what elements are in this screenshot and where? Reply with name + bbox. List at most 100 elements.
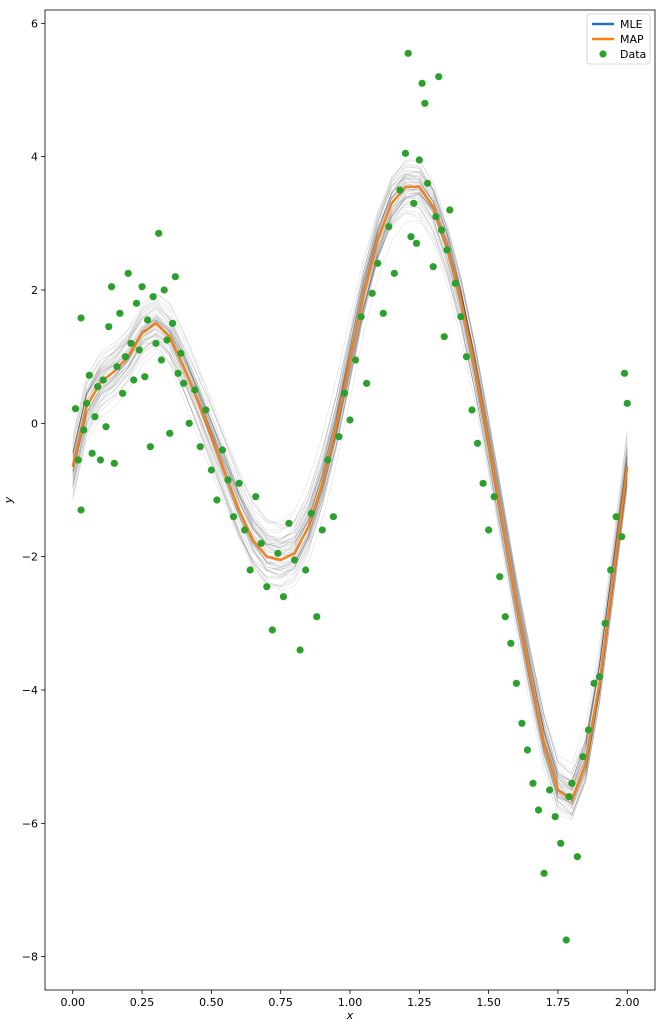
data-point <box>80 426 88 434</box>
legend-map-label: MAP <box>620 33 644 46</box>
data-point <box>130 376 138 384</box>
data-point <box>160 286 168 294</box>
posterior-sample-line <box>72 194 628 817</box>
data-point <box>91 413 99 421</box>
data-point <box>601 619 609 627</box>
x-axis: 0.00 0.25 0.50 0.75 1.00 1.25 1.50 1.75 2.00 <box>60 990 640 1009</box>
data-point <box>257 539 265 547</box>
data-point <box>119 389 127 397</box>
data-point <box>274 549 282 557</box>
y-tick-label: 4 <box>31 151 38 164</box>
data-point <box>523 746 532 754</box>
data-point <box>562 936 570 944</box>
posterior-sample-line <box>72 185 628 816</box>
data-point <box>496 573 504 581</box>
data-point <box>479 479 487 487</box>
data-point <box>96 456 105 464</box>
data-point <box>94 383 102 391</box>
data-point <box>180 379 188 387</box>
data-point <box>213 496 221 504</box>
data-point <box>607 566 615 574</box>
x-tick-label: 0.25 <box>130 996 155 1009</box>
data-point <box>473 439 482 447</box>
x-tick-label: 1.00 <box>338 996 363 1009</box>
data-point <box>246 566 254 574</box>
posterior-sample-line <box>72 192 628 805</box>
data-point <box>590 679 598 687</box>
posterior-sample-line <box>72 195 628 782</box>
y-tick-label: −8 <box>22 951 38 964</box>
data-point <box>196 443 204 451</box>
data-point <box>457 313 465 321</box>
data-point <box>529 779 537 787</box>
data-point <box>132 299 141 307</box>
data-point <box>462 353 471 361</box>
data-point <box>113 363 121 371</box>
data-point <box>340 389 349 397</box>
data-point <box>620 369 629 377</box>
data-point <box>135 346 143 354</box>
posterior-sample-line <box>72 166 628 811</box>
data-point <box>296 646 304 654</box>
data-point <box>290 556 299 564</box>
y-axis-label: y <box>2 496 15 504</box>
data-point <box>534 806 543 814</box>
data-point <box>446 206 454 214</box>
data-point <box>116 309 124 317</box>
legend: MLE MAP Data <box>586 13 651 65</box>
data-point <box>579 753 587 761</box>
data-point <box>166 429 174 437</box>
x-tick-label: 1.50 <box>476 996 501 1009</box>
data-point <box>191 386 199 394</box>
data-point <box>185 419 193 427</box>
data-point <box>501 613 509 621</box>
data-point <box>410 199 418 207</box>
data-point <box>573 853 581 861</box>
data-point <box>385 223 393 231</box>
data-point <box>313 613 321 621</box>
data-point <box>110 459 118 467</box>
data-point <box>157 356 166 364</box>
data-point <box>124 269 132 277</box>
data-point <box>435 73 443 81</box>
data-point <box>546 786 554 794</box>
posterior-sample-line <box>72 193 628 786</box>
data-point <box>107 283 116 291</box>
data-point <box>595 673 604 681</box>
data-point <box>329 513 337 521</box>
data-point <box>424 179 432 187</box>
data-point <box>418 79 426 87</box>
y-axis: −8 −6 −4 −2 0 2 4 6 <box>22 17 45 964</box>
data-point <box>146 443 154 451</box>
data-point <box>407 233 415 241</box>
data-point <box>396 186 404 194</box>
posterior-sample-line <box>72 160 628 795</box>
data-point <box>507 639 515 647</box>
posterior-sample-line <box>72 198 628 820</box>
data-point <box>77 506 85 514</box>
data-point <box>451 279 459 287</box>
data-point <box>168 319 177 327</box>
data-point <box>241 526 249 534</box>
posterior-sample-line <box>72 192 628 792</box>
data-point <box>105 323 113 331</box>
data-point <box>141 373 149 381</box>
data-point <box>440 333 448 341</box>
posterior-sample-line <box>72 170 628 790</box>
data-point <box>335 433 343 441</box>
data-point <box>584 726 593 734</box>
y-tick-label: −6 <box>22 817 38 830</box>
legend-data-swatch <box>599 50 607 58</box>
legend-data-label: Data <box>620 48 646 61</box>
data-point <box>324 456 332 464</box>
data-point <box>99 376 107 384</box>
legend-mle-label: MLE <box>620 18 643 31</box>
data-point <box>512 679 520 687</box>
x-tick-label: 0.75 <box>268 996 293 1009</box>
posterior-sample-line <box>72 182 628 790</box>
posterior-sample-line <box>72 193 628 800</box>
data-point <box>85 371 93 379</box>
data-point <box>401 149 410 157</box>
data-point <box>363 379 371 387</box>
